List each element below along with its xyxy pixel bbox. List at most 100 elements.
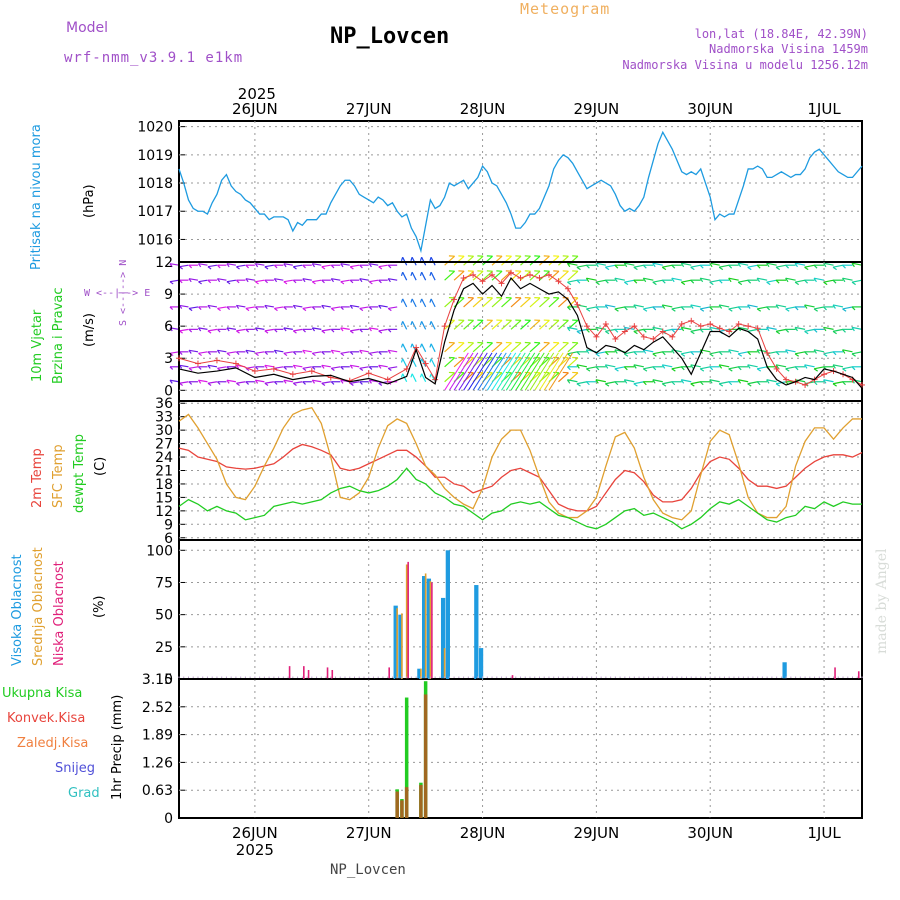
wind-arrow <box>643 306 654 310</box>
wind-arrow-head <box>311 352 316 357</box>
wind-arrow <box>662 364 673 368</box>
wind-arrow-head <box>785 328 790 333</box>
wind-arrow-head <box>311 263 316 268</box>
wind-arrow-head <box>349 266 354 270</box>
precip-bar <box>400 800 404 818</box>
cloud-bar <box>307 669 310 679</box>
wind-arrow-head <box>623 379 628 384</box>
wind-arrow-head <box>690 266 695 271</box>
wind-fan <box>448 352 474 391</box>
cloud-bar <box>426 578 432 679</box>
wind-arrow-head <box>245 264 250 269</box>
wind-arrow-head <box>292 279 297 284</box>
wind-arrow <box>274 366 284 369</box>
wind-arrow-head <box>699 308 705 312</box>
wind-arrow <box>179 381 189 384</box>
wind-arrow-head <box>368 281 373 285</box>
y-tick-label: 27 <box>155 437 173 453</box>
wind-fan <box>486 352 512 391</box>
wind-arrow-head <box>255 281 259 285</box>
wind-arrow-head <box>614 368 619 372</box>
wind-arrow-head <box>813 277 817 283</box>
wind-arrow <box>709 379 720 383</box>
wind-arrow-head <box>188 264 193 269</box>
wind-arrow <box>312 327 322 330</box>
wind-arrow <box>520 342 531 353</box>
wind-arrow <box>539 297 550 308</box>
wind-arrow-head <box>340 306 344 311</box>
wind-arrow-head <box>321 279 325 284</box>
wind-arrow <box>804 328 815 332</box>
cloud-bar <box>834 667 836 679</box>
cloud-bar <box>388 667 390 679</box>
y-tick-label: 0 <box>164 672 173 688</box>
wind-arrow-head <box>595 379 599 384</box>
wind-arrow-head <box>387 278 391 283</box>
y-tick-label: 0 <box>164 811 173 827</box>
wind-arrow-head <box>842 349 846 354</box>
wind-arrow <box>813 306 825 310</box>
wind-arrow <box>813 349 825 353</box>
wind-arrow-head <box>197 327 202 332</box>
y-tick-label: 9 <box>164 287 173 303</box>
wind-arrow-head <box>283 306 287 311</box>
wind-arrow-head <box>842 368 847 372</box>
wind-arrow <box>501 297 512 308</box>
wind-arrow <box>567 379 578 383</box>
wind-arrow <box>719 304 730 308</box>
wind-arrow-head <box>235 305 240 309</box>
wind-arrow-head <box>728 368 733 372</box>
y-tick-label: 6 <box>164 531 173 547</box>
wind-arrow-head <box>198 306 202 311</box>
wind-arrow <box>567 326 578 330</box>
wind-arrow <box>411 298 417 308</box>
wind-arrow <box>226 279 237 283</box>
wind-arrow-head <box>400 321 404 326</box>
wind-arrow <box>851 279 863 283</box>
wind-arrow <box>293 364 303 368</box>
wind-arrow <box>804 364 815 368</box>
wind-arrow <box>567 262 578 266</box>
wind-arrow-head <box>804 266 809 271</box>
wind-arrow-head <box>254 379 259 384</box>
wind-arrow-head <box>566 379 571 384</box>
wind-arrow <box>331 306 341 309</box>
wind-arrow <box>236 381 246 384</box>
wind-arrow-head <box>756 308 762 312</box>
wind-arrow <box>402 298 408 308</box>
wind-arrow-head <box>292 382 297 386</box>
wind-arrow <box>312 279 322 283</box>
wind-arrow-head <box>766 262 770 268</box>
wind-arrow-head <box>169 327 173 332</box>
wind-arrow-head <box>585 381 590 386</box>
wind-arrow <box>539 255 550 266</box>
wind-arrow <box>302 349 312 353</box>
wind-arrow-head <box>273 381 278 385</box>
wind-arrow-head <box>699 328 704 333</box>
wind-fan <box>501 352 526 391</box>
wind-arrow-head <box>614 349 618 354</box>
wind-arrow <box>312 351 322 354</box>
top-date-label: 28JUN <box>460 100 506 118</box>
wind-arrow-head <box>661 304 666 309</box>
cloud-bar <box>417 668 422 679</box>
wind-arrow-head <box>823 327 827 332</box>
wind-arrow <box>671 349 682 353</box>
wind-arrow <box>179 264 189 268</box>
wind-arrow-head <box>661 266 667 271</box>
wind-arrow <box>255 351 265 354</box>
wind-arrow <box>198 279 208 283</box>
wind-arrow-head <box>198 281 202 285</box>
wind-arrow <box>312 263 322 266</box>
wind-arrow-head <box>359 328 363 333</box>
wind-arrow <box>472 342 484 353</box>
wind-arrow <box>302 306 312 309</box>
wind-arrow <box>681 279 692 283</box>
wind-arrow-head <box>737 281 743 286</box>
wind-arrow <box>738 379 749 383</box>
wind-arrow-head <box>410 257 413 261</box>
top-year-label: 2025 <box>238 85 276 103</box>
wind-arrow <box>728 349 739 353</box>
wind-arrow <box>274 278 284 281</box>
wind-arrow <box>482 297 493 308</box>
